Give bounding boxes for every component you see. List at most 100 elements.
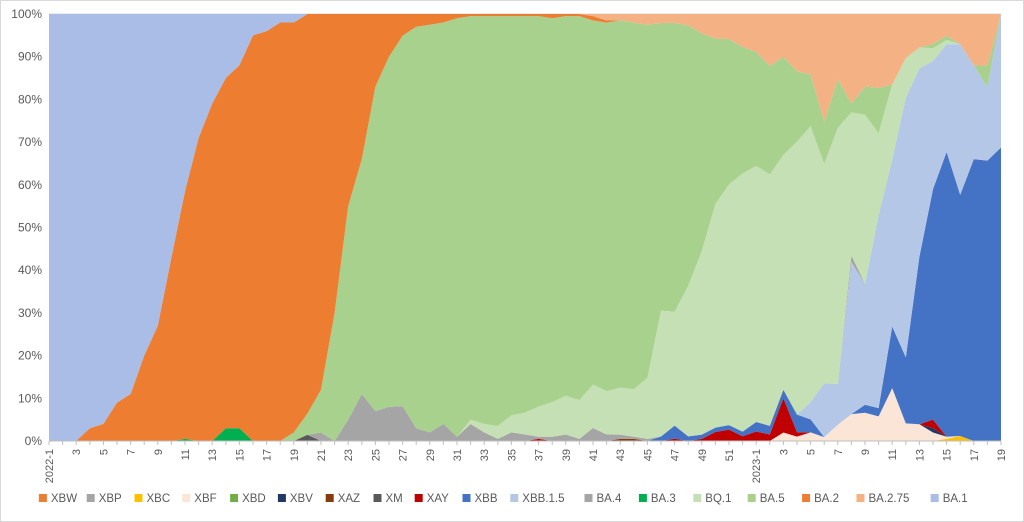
y-tick-label: 10%: [18, 391, 42, 405]
legend-label: BA.1: [943, 493, 968, 505]
legend-swatch: [930, 494, 939, 502]
legend-item-ba-3[interactable]: BA.3: [638, 493, 676, 505]
legend-swatch: [230, 494, 239, 502]
area-ba-2: [49, 14, 1001, 441]
area-ba-2-75: [49, 14, 1001, 441]
y-tick-label: 50%: [18, 221, 42, 235]
x-tick-label: 13: [207, 449, 219, 461]
x-tick-label: 29: [425, 449, 437, 461]
y-tick-label: 100%: [11, 7, 42, 21]
x-tick-label: 13: [914, 449, 926, 461]
legend-label: BQ.1: [705, 493, 731, 505]
legend-swatch: [38, 494, 47, 502]
legend-label: BA.3: [651, 493, 676, 505]
legend-swatch: [86, 494, 95, 502]
x-tick-label: 2022-1: [44, 449, 56, 483]
legend-swatch: [277, 494, 286, 502]
x-tick-label: 49: [697, 449, 709, 461]
legend-item-xbd[interactable]: XBD: [230, 493, 266, 505]
legend-swatch: [510, 494, 519, 502]
x-tick-label: 27: [398, 449, 410, 461]
legend-item-ba-1[interactable]: BA.1: [930, 493, 968, 505]
x-tick-label: 25: [370, 449, 382, 461]
legend-swatch: [134, 494, 143, 502]
x-tick-label: 21: [316, 449, 328, 461]
x-tick-label: 43: [615, 449, 627, 461]
y-tick-label: 80%: [18, 92, 42, 106]
legend-swatch: [584, 494, 593, 502]
legend-label: BA.4: [597, 493, 623, 505]
legend-label: XBC: [147, 493, 171, 505]
legend[interactable]: XBW XBP XBC XBF XBD XBV XAZ XM XAY XBB XBB.1.5 BA.4…: [38, 493, 968, 505]
legend-item-xay[interactable]: XAY: [414, 493, 449, 505]
x-tick-label: 31: [452, 449, 464, 461]
area-xbf: [49, 388, 1001, 441]
legend-label: XBF: [194, 493, 216, 505]
area-ba-5: [49, 14, 1001, 441]
legend-swatch: [373, 494, 382, 502]
x-tick-label: 17: [262, 449, 274, 461]
y-tick-label: 0%: [25, 434, 43, 448]
x-tick-label: 15: [942, 449, 954, 461]
x-tick-label: 23: [343, 449, 355, 461]
y-axis: 0% 10% 20% 30% 40% 50% 60% 70% 80% 90% 100%: [11, 7, 42, 448]
y-tick-label: 70%: [18, 135, 42, 149]
area-xbb: [49, 147, 1001, 441]
x-tick-label: 11: [180, 449, 192, 460]
y-tick-label: 20%: [18, 349, 42, 363]
x-tick-label: 7: [833, 449, 845, 455]
x-tick-label: 15: [234, 449, 246, 461]
x-tick-label: 17: [969, 449, 981, 461]
legend-swatch: [462, 494, 471, 502]
x-tick-label: 41: [588, 449, 600, 461]
x-tick-label: 19: [289, 449, 301, 461]
legend-item-xbf[interactable]: XBF: [182, 493, 217, 505]
legend-item-xbw[interactable]: XBW: [38, 493, 77, 505]
legend-label: XBW: [51, 493, 77, 505]
legend-swatch: [693, 494, 702, 502]
legend-item-xbb[interactable]: XBB: [462, 493, 498, 505]
legend-item-xbb-1-5[interactable]: XBB.1.5: [510, 493, 565, 505]
legend-item-ba-5[interactable]: BA.5: [747, 493, 785, 505]
legend-label: XM: [386, 493, 403, 505]
legend-swatch: [182, 494, 191, 502]
legend-item-xbp[interactable]: XBP: [86, 493, 122, 505]
x-tick-label: 3: [778, 449, 790, 455]
x-tick-label: 33: [479, 449, 491, 461]
x-tick-label: 7: [126, 449, 138, 455]
legend-label: XBB.1.5: [522, 493, 564, 505]
legend-swatch: [414, 494, 423, 502]
y-tick-label: 90%: [18, 50, 42, 64]
x-tick-label: 5: [98, 449, 110, 455]
area-ba-1: [49, 14, 1001, 441]
legend-swatch: [747, 494, 756, 502]
area-series: [49, 14, 1001, 441]
legend-swatch: [802, 494, 811, 502]
legend-item-ba-2-75[interactable]: BA.2.75: [856, 493, 910, 505]
y-tick-label: 40%: [18, 263, 42, 277]
x-tick-label: 37: [534, 449, 546, 461]
x-tick-label: 39: [561, 449, 573, 461]
legend-label: XBP: [99, 493, 122, 505]
legend-label: BA.2.75: [869, 493, 910, 505]
x-tick-label: 2023-1: [751, 449, 763, 483]
legend-item-ba-2[interactable]: BA.2: [802, 493, 839, 505]
legend-item-xbc[interactable]: XBC: [134, 493, 171, 505]
legend-item-bq-1[interactable]: BQ.1: [693, 493, 732, 505]
legend-swatch: [325, 494, 334, 502]
x-tick-label: 35: [506, 449, 518, 461]
x-tick-label: 11: [887, 449, 899, 460]
x-tick-label: 9: [153, 449, 165, 455]
legend-item-ba-4[interactable]: BA.4: [584, 493, 623, 505]
legend-label: XBD: [242, 493, 266, 505]
legend-item-xm[interactable]: XM: [373, 493, 403, 505]
legend-label: XAZ: [338, 493, 360, 505]
legend-item-xbv[interactable]: XBV: [277, 493, 313, 505]
legend-label: XBV: [290, 493, 313, 505]
legend-swatch: [856, 494, 865, 502]
y-tick-label: 30%: [18, 306, 42, 320]
x-tick-label: 19: [996, 449, 1008, 461]
legend-item-xaz[interactable]: XAZ: [325, 493, 360, 505]
x-tick-label: 45: [642, 449, 654, 461]
